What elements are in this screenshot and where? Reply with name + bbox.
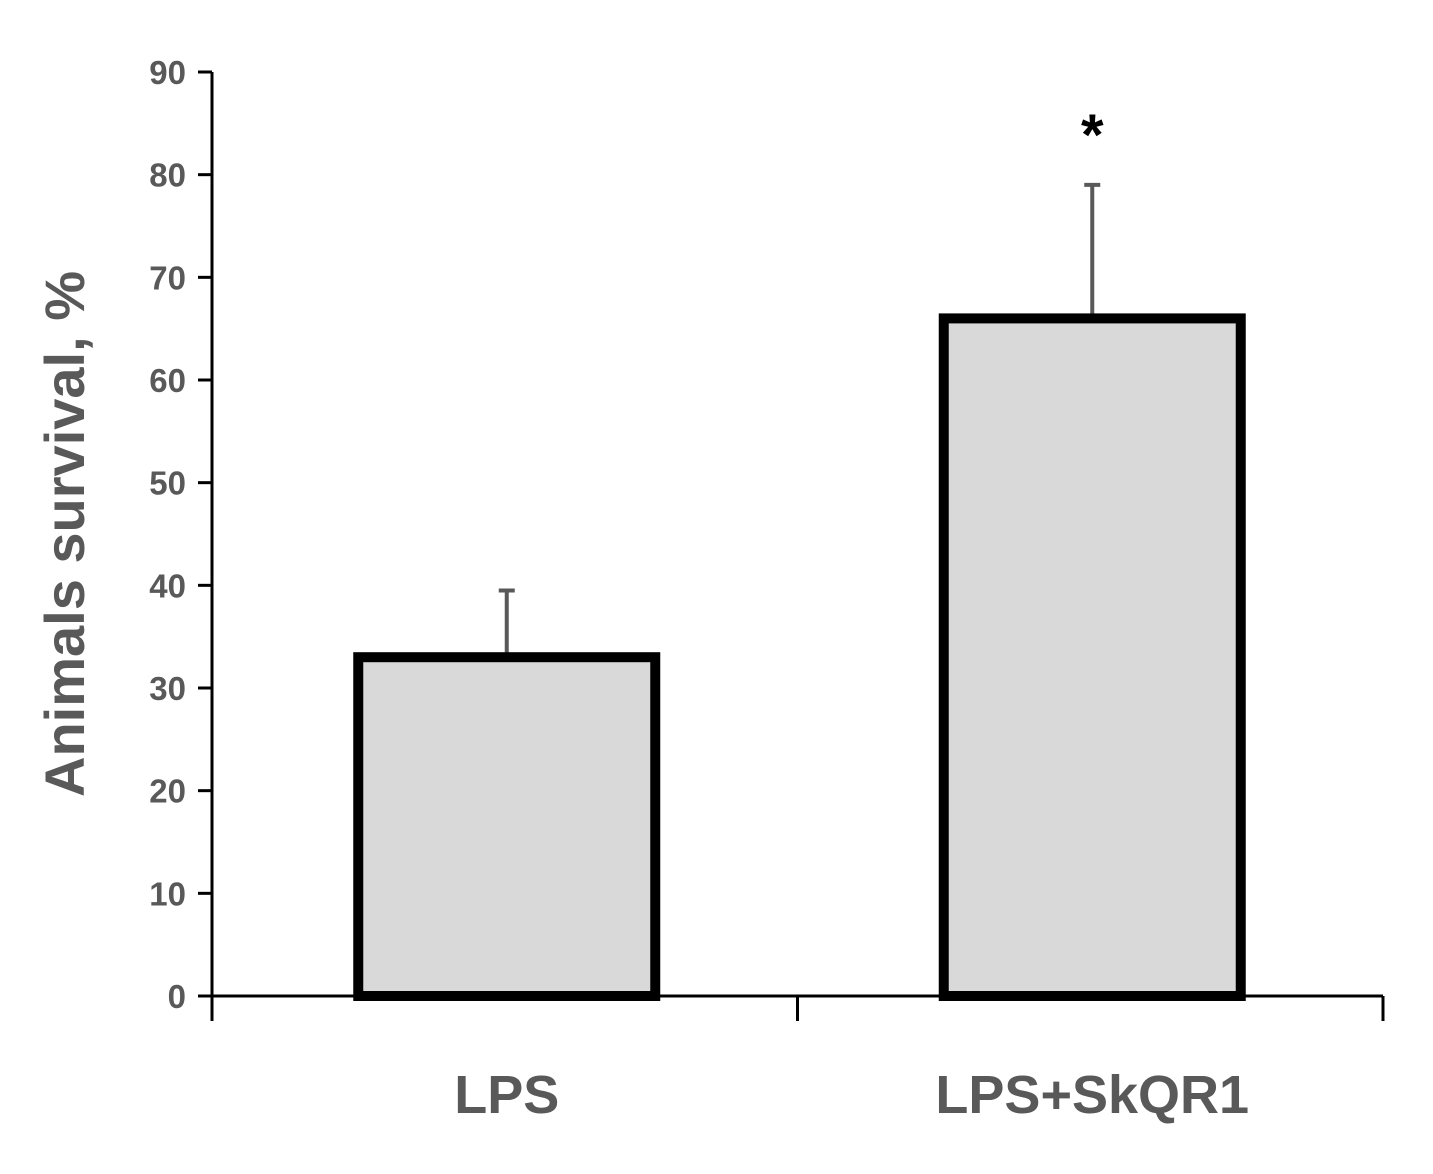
category-label-0: LPS [454, 1065, 559, 1125]
y-tick-label-7: 70 [149, 259, 186, 296]
significance-annotation-1: * [1081, 103, 1104, 168]
y-tick-label-8: 80 [149, 157, 186, 194]
category-label-1: LPS+SkQR1 [935, 1065, 1249, 1125]
bar-0 [353, 652, 661, 1001]
y-tick-label-2: 20 [149, 773, 186, 810]
category-labels: LPS LPS+SkQR1 [454, 1065, 1249, 1125]
axes [210, 72, 1385, 1021]
y-tick-label-9: 90 [149, 54, 186, 91]
y-tick-label-4: 40 [149, 567, 186, 604]
y-tick-label-0: 0 [168, 978, 186, 1015]
y-axis-ticks: 0 10 20 30 40 50 60 70 80 90 [149, 54, 212, 1015]
y-axis-title: Animals survival, % [33, 271, 96, 797]
y-tick-label-1: 10 [149, 875, 186, 912]
bars: * [353, 103, 1246, 1001]
y-tick-label-5: 50 [149, 465, 186, 502]
y-tick-label-6: 60 [149, 362, 186, 399]
bar-1 [938, 313, 1246, 1001]
y-tick-label-3: 30 [149, 670, 186, 707]
